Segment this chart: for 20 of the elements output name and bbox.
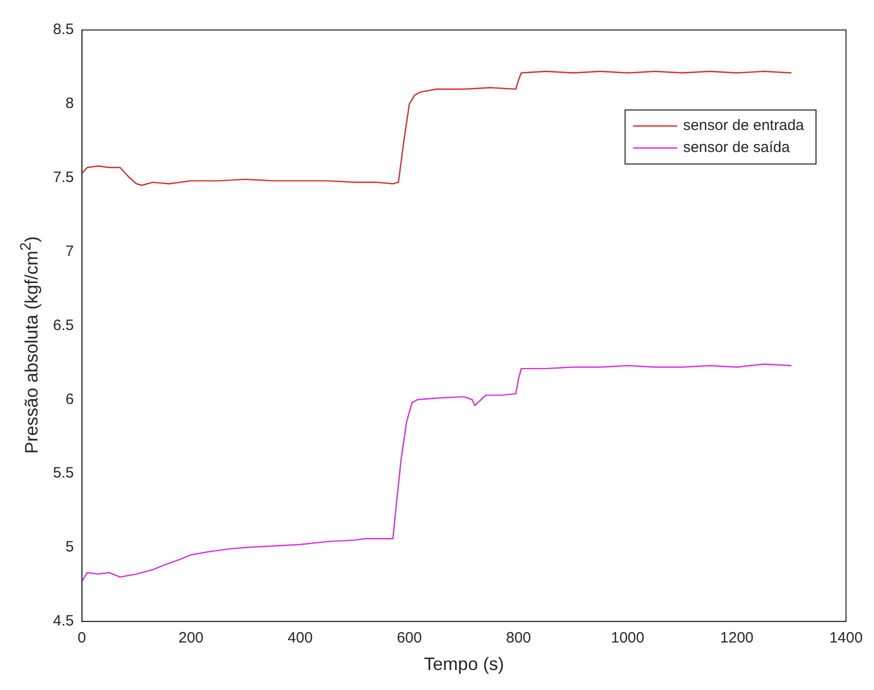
- x-tick-label: 1400: [829, 630, 863, 647]
- x-tick-label: 1000: [610, 630, 644, 647]
- legend-label: sensor de saída: [683, 139, 790, 156]
- x-tick-label: 200: [178, 630, 204, 647]
- y-tick-label: 7.5: [52, 168, 74, 186]
- x-tick-label: 400: [288, 630, 313, 647]
- y-tick-label: 4.5: [52, 612, 74, 630]
- x-tick-label: 1200: [720, 630, 754, 647]
- y-tick-label: 7: [66, 242, 74, 260]
- y-tick-label: 8.5: [52, 21, 74, 38]
- x-axis-title: Tempo (s): [424, 654, 504, 674]
- x-tick-label: 800: [506, 630, 532, 647]
- x-tick-label: 0: [78, 630, 86, 647]
- y-tick-label: 8: [66, 95, 74, 112]
- y-tick-label: 5.5: [52, 464, 74, 482]
- x-tick-label: 600: [396, 630, 422, 647]
- y-tick-label: 6: [66, 390, 74, 408]
- y-tick-label: 6.5: [52, 316, 74, 334]
- y-tick-label: 5: [66, 538, 74, 556]
- legend-label: sensor de entrada: [683, 117, 805, 134]
